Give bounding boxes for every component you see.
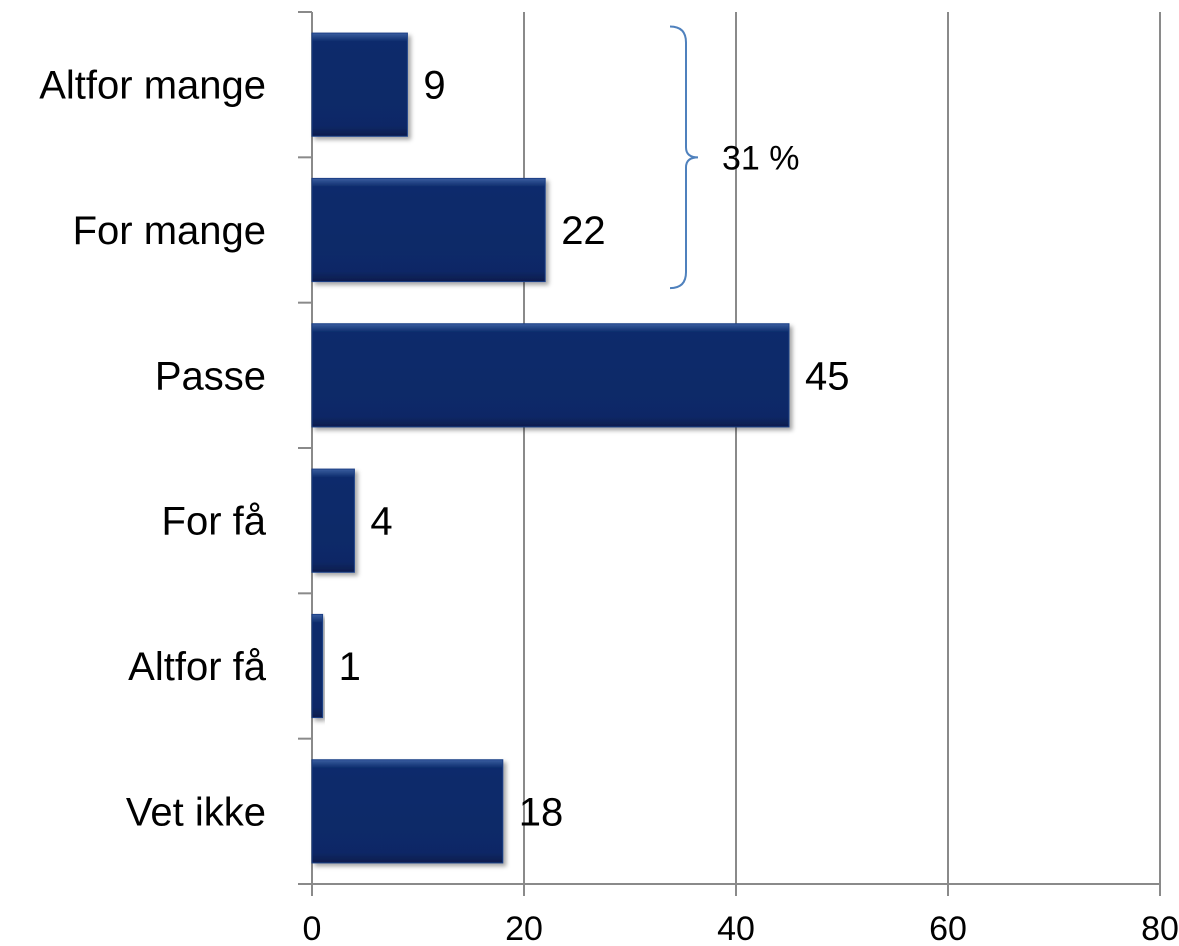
category-label: For mange bbox=[73, 209, 266, 253]
category-label: Passe bbox=[155, 354, 266, 398]
category-label: Altfor få bbox=[128, 645, 267, 689]
bar-0 bbox=[311, 32, 408, 137]
data-label: 22 bbox=[561, 209, 606, 253]
bracket-shape bbox=[669, 25, 699, 290]
category-labels: Altfor mange For mange Passe For få Altfor f… bbox=[39, 64, 267, 835]
data-label: 45 bbox=[805, 354, 850, 398]
data-label: 18 bbox=[519, 790, 564, 834]
bars bbox=[311, 32, 790, 864]
axes bbox=[298, 11, 1160, 896]
bracket-annotation: 31 % bbox=[669, 25, 800, 290]
bar-1 bbox=[311, 177, 546, 283]
x-tick-label: 80 bbox=[1141, 910, 1179, 946]
category-label: Vet ikke bbox=[126, 790, 266, 834]
annotation-label: 31 % bbox=[722, 139, 800, 177]
data-label: 4 bbox=[370, 500, 392, 544]
x-tick-label: 40 bbox=[717, 910, 755, 946]
x-tick-labels: 0 20 40 60 80 bbox=[303, 910, 1179, 946]
data-labels: 9 22 45 4 1 18 bbox=[339, 64, 850, 835]
bar-3 bbox=[311, 468, 355, 573]
data-label: 9 bbox=[423, 64, 445, 108]
category-label: For få bbox=[162, 500, 267, 544]
data-label: 1 bbox=[339, 645, 361, 689]
bar-4 bbox=[311, 613, 324, 719]
bar-5 bbox=[311, 759, 504, 864]
bar-2 bbox=[311, 323, 790, 428]
x-tick-label: 0 bbox=[303, 910, 322, 946]
category-label: Altfor mange bbox=[39, 64, 266, 108]
x-tick-label: 60 bbox=[929, 910, 967, 946]
x-tick-label: 20 bbox=[505, 910, 543, 946]
gridlines bbox=[523, 12, 1161, 896]
